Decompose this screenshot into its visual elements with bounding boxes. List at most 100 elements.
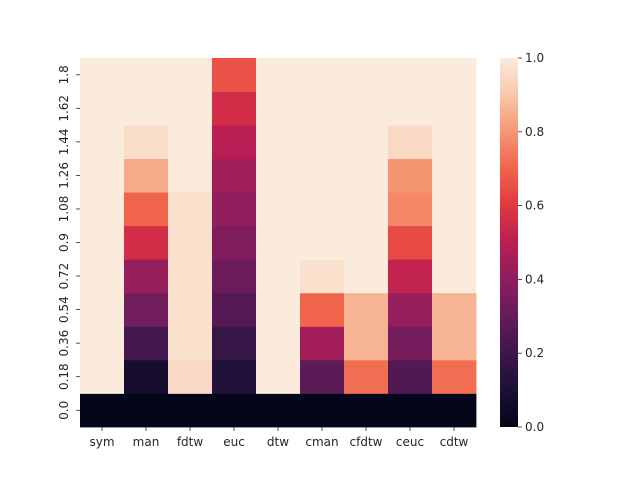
x-tick-label-euc: euc [223, 435, 245, 449]
heatmap-cell-ceuc-1.26 [388, 158, 433, 193]
y-tick-label-0.0: 0.0 [57, 401, 71, 420]
heatmap-cell-man-1.44 [124, 125, 169, 160]
y-tick-label-0.18: 0.18 [57, 363, 71, 390]
heatmap-cell-man-0.72 [124, 259, 169, 294]
heatmap-cell-ceuc-0.72 [388, 259, 433, 294]
heatmap-cell-sym-1.26 [80, 158, 125, 193]
heatmap-cell-cfdtw-0.72 [344, 259, 389, 294]
heatmap-cell-man-0.36 [124, 326, 169, 361]
colorbar-tick-label-0.6: 0.6 [525, 199, 544, 213]
heatmap-cell-ceuc-1.08 [388, 192, 433, 227]
heatmap-cell-cdtw-0.9 [432, 225, 477, 260]
heatmap-cell-cman-1.26 [300, 158, 345, 193]
heatmap-cell-ceuc-0.0 [388, 393, 433, 428]
x-tick-label-cfdtw: cfdtw [350, 435, 383, 449]
heatmap-cell-cdtw-0.54 [432, 292, 477, 327]
heatmap-cell-ceuc-1.62 [388, 91, 433, 126]
colorbar-tick-label-0.8: 0.8 [525, 125, 544, 139]
heatmap-cell-cfdtw-1.08 [344, 192, 389, 227]
x-tick-label-fdtw: fdtw [177, 435, 204, 449]
heatmap-cell-cman-0.0 [300, 393, 345, 428]
heatmap-cell-dtw-0.9 [256, 225, 301, 260]
heatmap-cell-fdtw-0.18 [168, 359, 213, 394]
heatmap-cell-euc-1.44 [212, 125, 257, 160]
x-tick-label-dtw: dtw [267, 435, 289, 449]
y-tick-label-0.54: 0.54 [57, 296, 71, 323]
heatmap-cell-dtw-0.54 [256, 292, 301, 327]
y-tick-label-0.9: 0.9 [57, 233, 71, 252]
heatmap-cell-ceuc-1.44 [388, 125, 433, 160]
x-tick-label-ceuc: ceuc [396, 435, 424, 449]
heatmap-cell-cfdtw-0.54 [344, 292, 389, 327]
heatmap-cell-man-1.8 [124, 58, 169, 92]
heatmap-cell-dtw-0.36 [256, 326, 301, 361]
heatmap-cell-cman-0.54 [300, 292, 345, 327]
heatmap-cell-cman-0.72 [300, 259, 345, 294]
heatmap-cell-cdtw-0.18 [432, 359, 477, 394]
heatmap-cell-cman-1.08 [300, 192, 345, 227]
heatmap-cell-fdtw-0.36 [168, 326, 213, 361]
heatmap-cell-sym-1.62 [80, 91, 125, 126]
heatmap-cell-fdtw-1.26 [168, 158, 213, 193]
heatmap-cell-sym-1.44 [80, 125, 125, 160]
colorbar-tick-label-0.0: 0.0 [525, 420, 544, 434]
heatmap-cell-dtw-1.08 [256, 192, 301, 227]
heatmap-cell-ceuc-0.54 [388, 292, 433, 327]
heatmap-cell-cdtw-0.72 [432, 259, 477, 294]
y-tick-label-1.62: 1.62 [57, 95, 71, 122]
heatmap-cell-cman-1.62 [300, 91, 345, 126]
heatmap-cell-cdtw-1.26 [432, 158, 477, 193]
heatmap-cell-cdtw-1.8 [432, 58, 477, 92]
heatmap-cell-sym-0.54 [80, 292, 125, 327]
heatmap-cell-euc-0.72 [212, 259, 257, 294]
heatmap-cell-cman-1.8 [300, 58, 345, 92]
y-axis: 0.0 0.18 0.36 0.54 0.72 0.9 1.08 1.26 1.44 1.62 1.… [57, 65, 80, 420]
heatmap-cell-dtw-1.8 [256, 58, 301, 92]
colorbar-gradient [500, 58, 518, 427]
colorbar-tick-label-0.2: 0.2 [525, 346, 544, 360]
heatmap-cell-ceuc-0.9 [388, 225, 433, 260]
heatmap-cell-cfdtw-1.8 [344, 58, 389, 92]
heatmap-cell-fdtw-1.62 [168, 91, 213, 126]
x-tick-label-cdtw: cdtw [440, 435, 469, 449]
heatmap-cell-fdtw-1.08 [168, 192, 213, 227]
heatmap-cell-cdtw-1.62 [432, 91, 477, 126]
y-tick-label-1.08: 1.08 [57, 196, 71, 223]
heatmap-cell-fdtw-0.54 [168, 292, 213, 327]
heatmap-cell-sym-0.0 [80, 393, 125, 428]
x-tick-label-man: man [133, 435, 160, 449]
colorbar-tick-label-1.0: 1.0 [525, 51, 544, 65]
x-tick-label-sym: sym [89, 435, 114, 449]
heatmap-cell-cman-1.44 [300, 125, 345, 160]
heatmap-cell-fdtw-0.72 [168, 259, 213, 294]
y-tick-label-0.72: 0.72 [57, 263, 71, 290]
colorbar: 0.0 0.2 0.4 0.6 0.8 1.0 [500, 51, 544, 434]
heatmap-cell-euc-1.08 [212, 192, 257, 227]
heatmap-cell-dtw-1.62 [256, 91, 301, 126]
heatmap-cell-man-0.0 [124, 393, 169, 428]
heatmap-cell-euc-0.18 [212, 359, 257, 394]
heatmap-cell-ceuc-1.8 [388, 58, 433, 92]
heatmap-cell-dtw-1.26 [256, 158, 301, 193]
heatmap-cell-euc-1.26 [212, 158, 257, 193]
heatmap-cells [80, 58, 477, 428]
heatmap-cell-cfdtw-0.9 [344, 225, 389, 260]
heatmap-cell-cfdtw-0.18 [344, 359, 389, 394]
y-tick-label-1.8: 1.8 [57, 65, 71, 84]
heatmap-cell-cdtw-1.44 [432, 125, 477, 160]
heatmap-cell-cfdtw-1.44 [344, 125, 389, 160]
heatmap-cell-dtw-0.18 [256, 359, 301, 394]
heatmap-cell-cman-0.18 [300, 359, 345, 394]
heatmap-cell-euc-0.54 [212, 292, 257, 327]
heatmap-cell-euc-0.9 [212, 225, 257, 260]
heatmap-cell-euc-0.0 [212, 393, 257, 428]
heatmap-cell-cfdtw-1.62 [344, 91, 389, 126]
heatmap-cell-sym-1.8 [80, 58, 125, 92]
y-tick-label-1.26: 1.26 [57, 162, 71, 189]
heatmap-cell-dtw-0.0 [256, 393, 301, 428]
heatmap-cell-man-1.26 [124, 158, 169, 193]
heatmap-cell-fdtw-1.44 [168, 125, 213, 160]
heatmap-cell-fdtw-0.9 [168, 225, 213, 260]
heatmap-cell-ceuc-0.18 [388, 359, 433, 394]
